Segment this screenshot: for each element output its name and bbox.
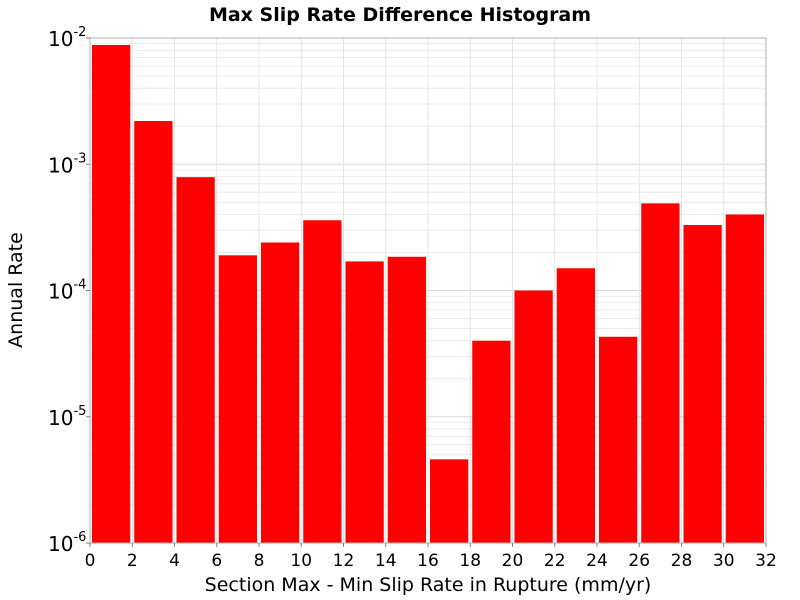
x-tick-label: 8 xyxy=(254,551,265,571)
x-tick-label: 30 xyxy=(713,551,735,571)
x-tick-label: 18 xyxy=(459,551,481,571)
x-tick-label: 4 xyxy=(169,551,180,571)
x-tick-label: 16 xyxy=(417,551,439,571)
histogram-bar-11 xyxy=(556,268,595,543)
bars xyxy=(92,45,764,544)
x-tick-label: 0 xyxy=(85,551,96,571)
x-tick-label: 6 xyxy=(211,551,222,571)
histogram-bar-1 xyxy=(134,121,173,543)
histogram-bar-3 xyxy=(218,255,257,543)
x-tick-label: 24 xyxy=(586,551,608,571)
x-tick-label: 22 xyxy=(544,551,566,571)
histogram-bar-7 xyxy=(387,256,426,543)
y-tick-label: 10-2 xyxy=(48,25,86,51)
x-tick-label: 12 xyxy=(333,551,355,571)
x-tick-label: 26 xyxy=(628,551,650,571)
histogram-bar-9 xyxy=(472,340,511,543)
histogram-bar-5 xyxy=(303,220,342,543)
histogram-bar-14 xyxy=(683,225,722,544)
histogram-bar-15 xyxy=(725,214,764,543)
x-tick-label: 2 xyxy=(127,551,138,571)
x-axis-ticks: 0 2 4 6 8 10 12 14 16 18 20 22 24 26 28 30 32 xyxy=(85,543,777,571)
histogram-bar-8 xyxy=(430,459,469,543)
histogram-bar-10 xyxy=(514,290,553,543)
histogram-bar-4 xyxy=(261,242,300,543)
y-tick-label: 10-3 xyxy=(48,151,86,177)
x-axis-label: Section Max - Min Slip Rate in Rupture (… xyxy=(205,574,652,596)
x-tick-label: 32 xyxy=(755,551,777,571)
x-tick-label: 14 xyxy=(375,551,397,571)
histogram-bar-0 xyxy=(92,45,131,543)
y-tick-label: 10-5 xyxy=(48,404,86,430)
histogram-bar-12 xyxy=(599,336,638,543)
chart-title: Max Slip Rate Difference Histogram xyxy=(209,4,591,26)
x-tick-label: 20 xyxy=(502,551,524,571)
y-axis-label: Annual Rate xyxy=(5,232,27,348)
histogram-bar-6 xyxy=(345,261,384,543)
y-axis-ticks: 10-2 10-3 10-4 10-5 10-6 xyxy=(48,25,90,556)
histogram-bar-2 xyxy=(176,177,215,544)
y-tick-label: 10-4 xyxy=(48,278,86,304)
x-tick-label: 28 xyxy=(671,551,693,571)
y-tick-label: 10-6 xyxy=(48,530,86,556)
histogram-bar-13 xyxy=(641,203,680,544)
x-tick-label: 10 xyxy=(290,551,312,571)
